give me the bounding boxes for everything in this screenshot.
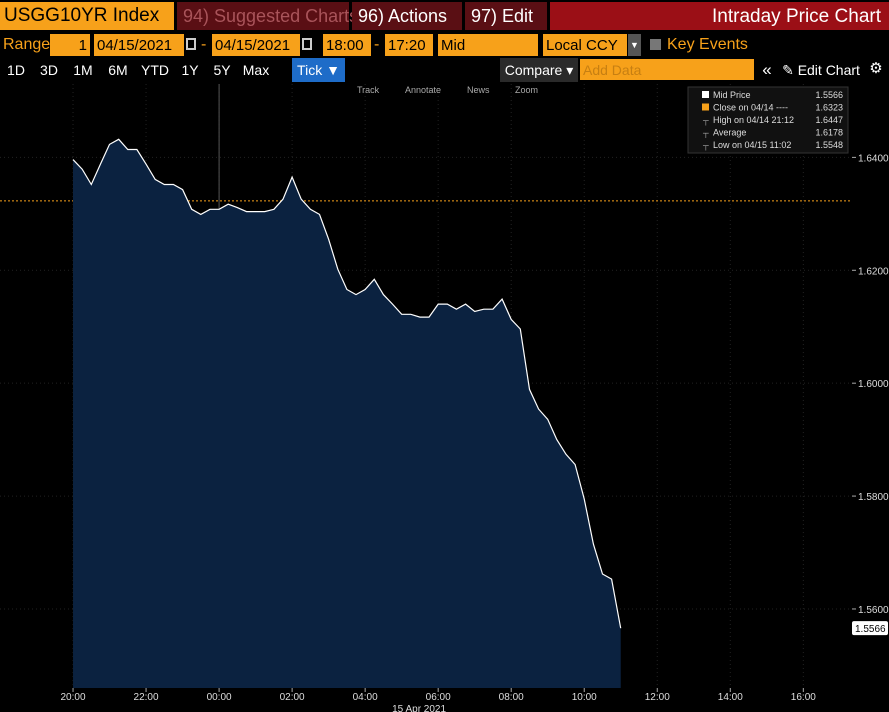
legend-value: 1.6447 (815, 115, 843, 125)
key-events-label: Key Events (667, 36, 748, 53)
x-tick-label: 10:00 (572, 692, 597, 703)
add-data-input[interactable]: Add Data (580, 59, 754, 80)
x-date-label: 15 Apr 2021 (392, 704, 446, 712)
price-line (72, 138, 622, 629)
chart-tool: Zoom (515, 85, 538, 95)
x-tick-label: 22:00 (134, 692, 159, 703)
period-button[interactable]: 1Y (181, 62, 199, 78)
last-price-box (852, 621, 888, 636)
legend-value: 1.5548 (815, 140, 843, 150)
x-tick-label: 16:00 (791, 692, 816, 703)
dash: - (201, 36, 207, 53)
legend-swatch (702, 91, 709, 98)
period-button[interactable]: Max (242, 62, 270, 78)
chart-tool: Track (357, 85, 380, 95)
x-tick-label: 00:00 (207, 692, 232, 703)
legend-symbol: ┬ (702, 141, 709, 151)
period-button[interactable]: YTD (141, 62, 169, 78)
period-button[interactable]: 1M (73, 62, 93, 78)
edit-chart-label: Edit Chart (797, 62, 860, 78)
x-tick-label: 14:00 (718, 692, 743, 703)
calendar-icon[interactable] (302, 38, 312, 50)
x-tick-label: 06:00 (426, 692, 451, 703)
dash: - (374, 36, 380, 53)
period-button[interactable]: 3D (40, 62, 58, 78)
actions-menu[interactable]: 96) Actions (352, 2, 462, 30)
edit-chart-button[interactable]: ✎ Edit Chart (782, 62, 860, 78)
last-price-label: 1.5566 (855, 624, 886, 635)
currency-field[interactable]: Local CCY (543, 34, 627, 56)
y-tick-label: 1.6200 (858, 266, 889, 277)
legend-value: 1.6178 (815, 128, 843, 138)
suggested-charts[interactable]: 94) Suggested Charts (177, 2, 358, 30)
chart-tool: News (467, 85, 490, 95)
page-title: Intraday Price Chart (550, 2, 889, 30)
chart: 20:00 22:00 00:00 02:00 04:00 06:00 08:00 10:00… (0, 84, 889, 712)
compare-button[interactable]: Compare ▾ (500, 58, 578, 82)
legend-box (687, 86, 849, 154)
collapse-button[interactable]: « (762, 60, 772, 79)
y-tick-label: 1.6400 (858, 153, 889, 164)
x-tick-label: 02:00 (280, 692, 305, 703)
legend-value: 1.5566 (815, 90, 843, 100)
end-time[interactable]: 17:20 (385, 34, 433, 56)
price-area (73, 139, 621, 689)
chart-tool: Annotate (405, 85, 441, 95)
legend-swatch (702, 103, 709, 111)
legend-label: Average (713, 128, 746, 138)
period-input[interactable]: 1 (50, 34, 90, 56)
legend-label: Low on 04/15 11:02 (713, 140, 791, 150)
legend-label: High on 04/14 21:12 (713, 115, 794, 125)
legend-label: Close on 04/14 ---- (713, 103, 788, 113)
edit-menu[interactable]: 97) Edit (465, 2, 547, 30)
compare-label: Compare (504, 62, 563, 78)
checkbox[interactable] (650, 39, 661, 50)
range-label: Range (3, 36, 51, 53)
y-tick-label: 1.6000 (858, 379, 889, 390)
x-tick-label: 12:00 (645, 692, 670, 703)
legend-symbol: ┬ (702, 129, 709, 139)
legend-value: 1.6323 (815, 103, 843, 113)
dropdown-arrow[interactable]: ▼ (628, 34, 641, 56)
start-time[interactable]: 18:00 (323, 34, 371, 56)
x-tick-label: 20:00 (61, 692, 86, 703)
tick-button[interactable]: Tick ▼ (292, 58, 345, 82)
tick-label: Tick (297, 62, 323, 78)
y-tick-label: 1.5600 (858, 605, 889, 616)
price-field[interactable]: Mid (438, 34, 538, 56)
calendar-icon[interactable] (186, 38, 196, 50)
security-field[interactable]: USGG10YR Index (0, 2, 174, 30)
period-button[interactable]: 1D (7, 62, 25, 78)
y-tick-label: 1.5800 (858, 492, 889, 503)
legend-symbol: ┬ (702, 116, 709, 126)
x-tick-label: 08:00 (499, 692, 524, 703)
end-date[interactable]: 04/15/2021 (212, 34, 300, 56)
x-tick-label: 04:00 (353, 692, 378, 703)
period-button[interactable]: 5Y (213, 62, 231, 78)
settings-button[interactable]: ⚙ (869, 60, 883, 77)
start-date[interactable]: 04/15/2021 (94, 34, 184, 56)
period-button[interactable]: 6M (108, 62, 128, 78)
legend-label: Mid Price (713, 90, 751, 100)
